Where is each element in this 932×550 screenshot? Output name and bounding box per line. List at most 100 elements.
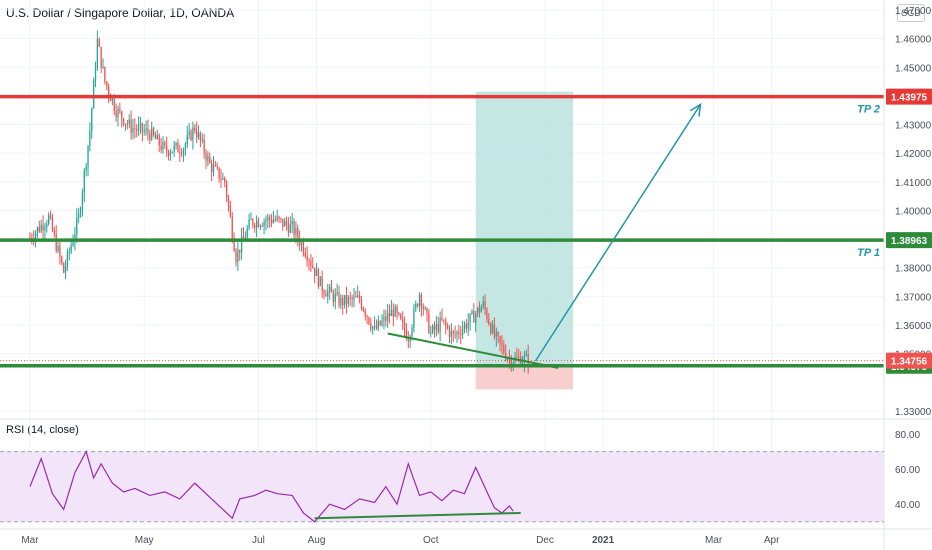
candle-body xyxy=(355,296,357,298)
candle-body xyxy=(297,228,299,239)
candle-body xyxy=(516,357,518,359)
candle-body xyxy=(452,331,454,334)
candle-body xyxy=(72,241,74,246)
candle-body xyxy=(222,178,224,180)
candle-body xyxy=(207,156,209,161)
candle-body xyxy=(98,39,100,47)
candle-body xyxy=(38,227,40,232)
level-price-tag-bg xyxy=(886,88,932,105)
time-tick-label: Mar xyxy=(705,535,723,546)
time-tick-label: Oct xyxy=(423,535,439,546)
candle-body xyxy=(269,217,271,221)
candle-body xyxy=(68,251,70,253)
candle-body xyxy=(42,224,44,231)
candle-body xyxy=(184,144,187,150)
candle-body xyxy=(503,345,505,353)
candle-body xyxy=(282,218,284,227)
candle-body xyxy=(433,325,436,330)
price-tick-label: 1.43000 xyxy=(895,121,932,132)
candle-body xyxy=(448,328,451,337)
candle-body xyxy=(304,252,306,257)
candle-body xyxy=(49,215,52,218)
price-tick-label: 1.42000 xyxy=(895,149,932,160)
candle-body xyxy=(270,220,273,223)
candle-body xyxy=(357,295,359,298)
candle-body xyxy=(353,296,355,300)
candle-body xyxy=(284,220,286,227)
candle-body xyxy=(527,353,529,366)
candle-body xyxy=(154,134,157,140)
candle-body xyxy=(411,327,413,337)
candle-body xyxy=(422,307,424,309)
candle-body xyxy=(117,108,119,118)
candle-body xyxy=(276,216,278,220)
candle-body xyxy=(81,192,84,210)
candle-body xyxy=(175,142,177,146)
candle-body xyxy=(235,250,237,263)
candle-body xyxy=(377,320,379,329)
candle-body xyxy=(173,145,175,152)
candle-body xyxy=(490,324,492,333)
candle-body xyxy=(231,216,233,239)
candle-body xyxy=(237,249,239,263)
candle-body xyxy=(156,135,158,140)
candle-body xyxy=(115,111,117,118)
candle-body xyxy=(443,319,445,321)
candle-body xyxy=(141,123,143,132)
candle-body xyxy=(209,156,211,164)
candle-body xyxy=(34,232,37,240)
candle-body xyxy=(186,135,188,145)
candle-body xyxy=(413,309,415,328)
candle-body xyxy=(119,108,121,112)
candle-body xyxy=(289,223,291,233)
candle-body xyxy=(162,142,164,150)
candle-body xyxy=(91,108,93,131)
candle-body xyxy=(250,219,252,221)
candle-body xyxy=(486,309,488,320)
current-price-tag-bg xyxy=(886,352,932,369)
candle-body xyxy=(375,325,378,329)
candle-body xyxy=(523,355,526,363)
candle-body xyxy=(349,297,351,299)
candle-body xyxy=(246,228,248,238)
currency-badge[interactable]: SGD xyxy=(897,4,925,22)
candle-body xyxy=(351,297,353,300)
candle-body xyxy=(29,237,31,239)
candle-body xyxy=(233,238,235,251)
candle-body xyxy=(325,294,327,297)
level-price-tag-bg xyxy=(886,232,932,249)
candle-body xyxy=(306,256,308,261)
candle-body xyxy=(510,359,512,367)
candle-body xyxy=(373,325,376,327)
candle-body xyxy=(122,118,125,125)
candle-body xyxy=(55,234,57,251)
candle-body xyxy=(342,297,344,306)
candle-body xyxy=(169,153,172,156)
candle-body xyxy=(505,352,507,360)
candle-body xyxy=(358,295,361,300)
candle-body xyxy=(396,306,398,313)
candle-body xyxy=(319,276,321,287)
candle-body xyxy=(368,317,370,324)
candle-body xyxy=(402,319,404,322)
candle-body xyxy=(458,331,460,335)
candle-body xyxy=(478,307,481,313)
candle-body xyxy=(330,287,333,293)
candle-body xyxy=(137,125,140,131)
candle-body xyxy=(79,209,82,215)
candle-body xyxy=(460,334,462,336)
candle-body xyxy=(92,80,95,109)
candle-body xyxy=(379,320,381,325)
candle-body xyxy=(94,68,97,81)
candle-body xyxy=(473,311,475,323)
candle-body xyxy=(192,127,194,141)
candle-body xyxy=(418,294,421,307)
candle-body xyxy=(225,182,228,197)
level-price-tag: 1.43975 xyxy=(891,93,928,104)
candle-body xyxy=(525,353,527,356)
time-tick-label: Mar xyxy=(21,535,39,546)
candle-body xyxy=(362,308,364,311)
candle-body xyxy=(197,132,200,137)
price-trendline xyxy=(387,332,559,369)
